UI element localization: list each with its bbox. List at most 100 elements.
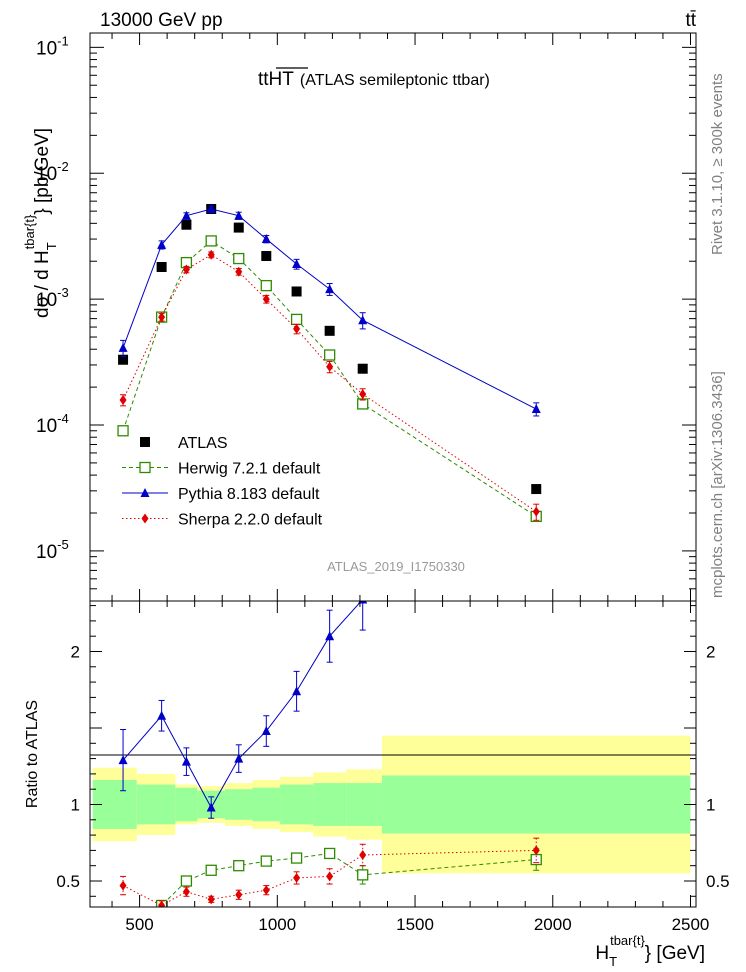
data-point-pythia — [234, 210, 244, 220]
ratio-point-pythia — [181, 756, 191, 766]
main-y-axis-label: dσ / d HTtbar{t}} [pb/GeV] — [22, 128, 59, 318]
data-point-sherpa — [262, 294, 270, 305]
main-y-tick-label-exp: -1 — [57, 33, 69, 48]
ratio-point-pythia — [157, 710, 167, 720]
energy-label: 13000 GeV pp — [100, 10, 223, 31]
analysis-id: ATLAS_2019_I1750330 — [327, 559, 465, 574]
ratio-band-inner — [224, 789, 253, 820]
ratio-point-sherpa — [293, 872, 301, 883]
ratio-y-tick-label-left: 1 — [71, 795, 80, 814]
ratio-point-pythia — [292, 686, 302, 696]
data-point-herwig — [290, 313, 303, 326]
data-point-sherpa — [293, 323, 301, 334]
data-point-pythia — [206, 203, 216, 213]
data-point-sherpa — [532, 506, 540, 517]
data-point-atlas — [291, 286, 302, 297]
ratio-point-sherpa — [119, 880, 127, 891]
x-tick-label: 500 — [125, 915, 153, 934]
ratio-y-tick-label-right: 2 — [706, 642, 715, 661]
main-y-tick-label: 10-1 — [36, 33, 69, 59]
data-point-atlas — [233, 222, 244, 233]
ratio-band-inner — [175, 787, 198, 822]
ratio-point-pythia — [234, 753, 244, 763]
ratio-y-tick-label-right: 1 — [706, 795, 715, 814]
data-point-sherpa — [158, 312, 166, 323]
data-point-pythia — [358, 315, 368, 325]
data-point-pythia — [261, 234, 271, 244]
series-pythia — [118, 203, 541, 417]
ratio-band-inner — [313, 783, 347, 826]
x-axis-label: HTtbar{t}} [GeV] — [595, 933, 705, 969]
ratio-point-sherpa — [359, 849, 367, 860]
plot-title: ttHT (ATLAS semileptonic ttbar) — [258, 69, 490, 90]
ratio-point-sherpa — [207, 894, 215, 905]
mcplots-label: mcplots.cern.ch [arXiv:1306.3436] — [709, 371, 726, 598]
data-point-herwig — [205, 235, 217, 247]
ratio-point-sherpa — [532, 845, 540, 856]
legend-entry-pythia: Pythia 8.183 default — [122, 486, 320, 503]
plot-title-sub: (ATLAS semileptonic ttbar) — [300, 72, 490, 89]
data-point-atlas — [118, 354, 129, 365]
ratio-point-herwig — [233, 860, 245, 872]
ratio-series-pythia — [118, 601, 368, 819]
series-sherpa — [119, 249, 540, 521]
legend-label-atlas: ATLAS — [178, 435, 228, 452]
ratio-point-sherpa — [235, 889, 243, 900]
ratio-point-sherpa — [158, 900, 166, 907]
ratio-band-inner — [252, 787, 281, 822]
data-point-herwig — [117, 425, 129, 437]
main-y-tick-label: 10-4 — [36, 411, 69, 437]
legend: ATLAS Herwig 7.2.1 default Pythia 8.183 de… — [122, 435, 323, 529]
ratio-point-herwig — [290, 852, 303, 864]
series-line-pythia — [122, 208, 537, 410]
data-point-pythia — [325, 284, 335, 294]
data-point-sherpa — [119, 395, 127, 406]
legend-entry-sherpa: Sherpa 2.2.0 default — [122, 512, 323, 529]
plot-title-main: ttHT — [258, 69, 294, 90]
data-point-pythia — [157, 239, 167, 249]
data-point-sherpa — [235, 266, 243, 277]
main-axis-ticks: 10-510-410-310-210-1 — [36, 33, 696, 602]
ratio-series — [118, 601, 542, 907]
x-tick-label: 1000 — [258, 915, 296, 934]
legend-marker-pythia — [140, 488, 150, 497]
ratio-point-pythia — [206, 802, 216, 812]
data-point-atlas — [156, 261, 167, 272]
ratio-point-sherpa — [182, 886, 190, 897]
ratio-point-pythia — [358, 601, 368, 604]
ratio-y-tick-label-left: 0.5 — [56, 872, 80, 891]
x-tick-label: 2500 — [672, 915, 710, 934]
main-y-tick-label: 10-2 — [36, 159, 69, 185]
ratio-point-herwig — [205, 864, 217, 876]
main-y-tick-label-base: 10 — [36, 542, 57, 563]
main-series — [117, 203, 542, 523]
data-point-herwig — [323, 349, 336, 361]
data-point-pythia — [531, 404, 541, 414]
legend-marker-sherpa — [141, 513, 149, 524]
data-point-atlas — [261, 251, 272, 262]
ratio-point-sherpa — [262, 885, 270, 896]
main-y-tick-label-base: 10 — [36, 416, 57, 437]
data-point-atlas — [357, 363, 368, 374]
data-point-herwig — [260, 279, 272, 292]
data-point-sherpa — [182, 264, 190, 275]
ratio-y-axis-label: Ratio to ATLAS — [24, 700, 41, 808]
main-y-tick-label-exp: -2 — [57, 159, 69, 174]
data-point-pythia — [181, 210, 191, 220]
x-tick-label: 2000 — [534, 915, 572, 934]
ratio-axis-ticks: 500 1000 1500 2000 2500 0.5 0.5 1 1 2 2 — [56, 601, 730, 934]
legend-entry-atlas: ATLAS — [140, 435, 228, 452]
main-y-tick-label-exp: -4 — [57, 411, 69, 426]
ratio-panel-frame — [89, 600, 697, 908]
data-point-herwig — [233, 252, 245, 265]
ratio-point-sherpa — [326, 871, 334, 882]
data-point-sherpa — [359, 389, 367, 400]
process-label: tt̄ — [685, 10, 696, 31]
ratio-band-inner — [280, 784, 314, 825]
legend-label-sherpa: Sherpa 2.2.0 default — [178, 512, 323, 529]
legend-marker-herwig — [139, 461, 151, 474]
series-line-herwig — [122, 240, 537, 517]
data-point-sherpa — [326, 361, 334, 372]
ratio-point-pythia — [261, 726, 271, 736]
